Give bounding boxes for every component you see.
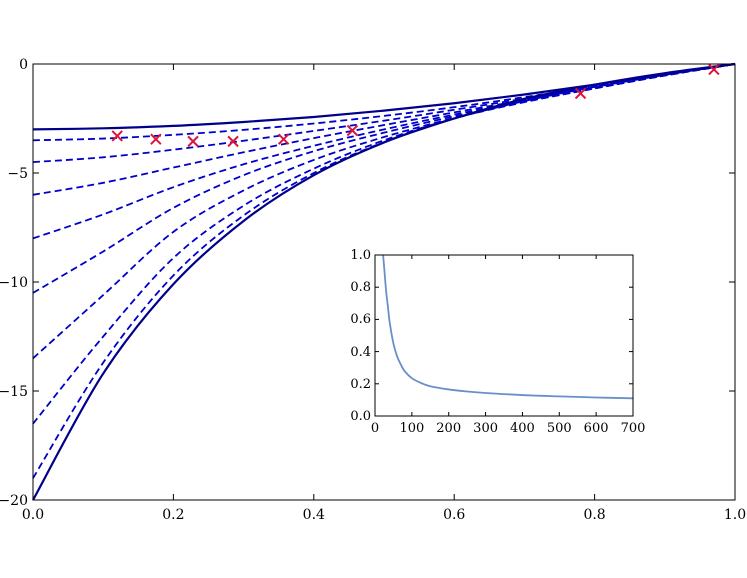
inset-y-tick-label: 0.2 xyxy=(350,377,371,392)
inset-y-tick-labels: 0.0 0.2 0.4 0.6 0.8 1.0 xyxy=(350,248,371,424)
main-x-tick-labels: 0.0 0.2 0.4 0.6 0.8 1.0 xyxy=(22,507,746,523)
inset-x-tick-label: 100 xyxy=(399,421,424,436)
x-marker xyxy=(708,63,720,76)
y-tick-label: −15 xyxy=(0,384,28,400)
inset-background xyxy=(375,255,633,416)
inset-ticks xyxy=(374,254,634,417)
inset-y-tick-label: 0.0 xyxy=(350,409,371,424)
x-tick-label: 0.0 xyxy=(22,507,44,523)
x-marker xyxy=(574,87,587,100)
solid-boundary-curve xyxy=(32,62,736,501)
x-tick-label: 1.0 xyxy=(724,507,746,523)
x-tick-label: 0.2 xyxy=(162,507,184,523)
inset-x-tick-label: 0 xyxy=(371,421,379,436)
x-marker xyxy=(227,135,239,148)
inset-x-tick-label: 400 xyxy=(510,421,535,436)
x-marker xyxy=(187,135,199,148)
inset-plot-frame xyxy=(374,254,634,417)
y-tick-label: −10 xyxy=(0,275,28,291)
inset-y-tick-label: 0.8 xyxy=(350,280,371,295)
y-tick-label: 0 xyxy=(19,57,28,73)
inset-x-tick-label: 200 xyxy=(436,421,461,436)
inset-x-tick-label: 700 xyxy=(621,421,646,436)
x-marker xyxy=(150,133,162,145)
main-series-layer xyxy=(32,62,736,501)
y-tick-label: −20 xyxy=(0,493,28,509)
x-tick-label: 0.4 xyxy=(303,507,325,523)
inset-x-tick-label: 300 xyxy=(473,421,498,436)
inset-x-tick-label: 600 xyxy=(584,421,609,436)
solid-boundary-curve xyxy=(32,62,736,131)
inset-curve xyxy=(382,254,634,400)
inset-plot: 0 100 200 300 400 500 600 700 0.0 0.2 0.… xyxy=(350,248,645,436)
x-marker xyxy=(346,124,359,137)
dashed-curve xyxy=(32,63,736,196)
dashed-curve xyxy=(32,63,736,240)
x-tick-label: 0.6 xyxy=(443,507,465,523)
main-plot: 0.0 0.2 0.4 0.6 0.8 1.0 0 −5 −10 −15 −20 xyxy=(0,57,746,523)
inset-series-layer xyxy=(382,254,634,400)
dashed-curve xyxy=(32,63,736,359)
main-y-tick-labels: 0 −5 −10 −15 −20 xyxy=(0,57,28,509)
x-tick-label: 0.8 xyxy=(583,507,605,523)
inset-y-tick-label: 0.4 xyxy=(350,345,371,360)
x-marker xyxy=(277,133,290,145)
inset-x-tick-label: 500 xyxy=(547,421,572,436)
y-tick-label: −5 xyxy=(7,166,28,182)
inset-y-tick-label: 0.6 xyxy=(350,312,371,327)
main-ticks xyxy=(32,63,736,501)
inset-y-tick-label: 1.0 xyxy=(350,248,371,263)
inset-x-tick-labels: 0 100 200 300 400 500 600 700 xyxy=(371,421,646,436)
x-marker xyxy=(111,130,123,142)
